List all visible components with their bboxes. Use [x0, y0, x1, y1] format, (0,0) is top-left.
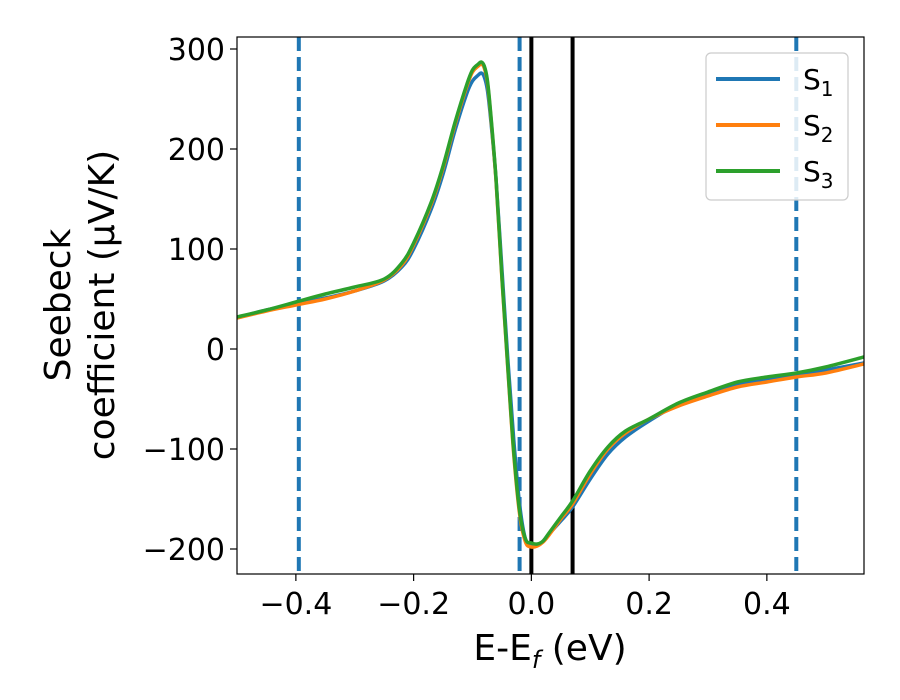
legend-label-s3: S3 — [803, 155, 834, 193]
x-axis-label: E-Ef (eV) — [473, 628, 626, 674]
series-line-s3 — [237, 60, 864, 546]
y-tick-label: 100 — [168, 233, 225, 268]
x-axis-label-main: E-E — [473, 628, 531, 669]
series-lines — [237, 60, 864, 549]
x-tick-label: −0.4 — [259, 587, 332, 622]
y-tick-label: −200 — [143, 533, 225, 568]
y-tick-label: −100 — [143, 433, 225, 468]
x-axis-label-unit: (eV) — [540, 628, 626, 669]
legend-label-s1: S1 — [803, 63, 834, 101]
x-tick-label: 0.4 — [743, 587, 791, 622]
y-axis-ticks: −200 −100 0 100 200 300 — [143, 33, 237, 568]
y-axis-label-line2: coefficient (μV/K) — [82, 150, 123, 460]
vertical-lines — [296, 37, 799, 574]
y-tick-label: 300 — [168, 33, 225, 68]
axes-frame — [236, 36, 865, 575]
y-axis-label: Seebeck coefficient (μV/K) — [38, 150, 123, 460]
x-axis-ticks: −0.4 −0.2 0.0 0.2 0.4 — [259, 574, 791, 622]
y-tick-label: 0 — [206, 333, 225, 368]
y-axis-label-line1: Seebeck — [38, 228, 79, 381]
y-tick-label: 200 — [168, 133, 225, 168]
x-tick-label: −0.2 — [377, 587, 450, 622]
x-tick-label: 0.2 — [625, 587, 673, 622]
legend-label-s2: S2 — [803, 109, 834, 147]
x-tick-label: 0.0 — [508, 587, 556, 622]
legend: S1 S2 S3 — [705, 52, 849, 201]
